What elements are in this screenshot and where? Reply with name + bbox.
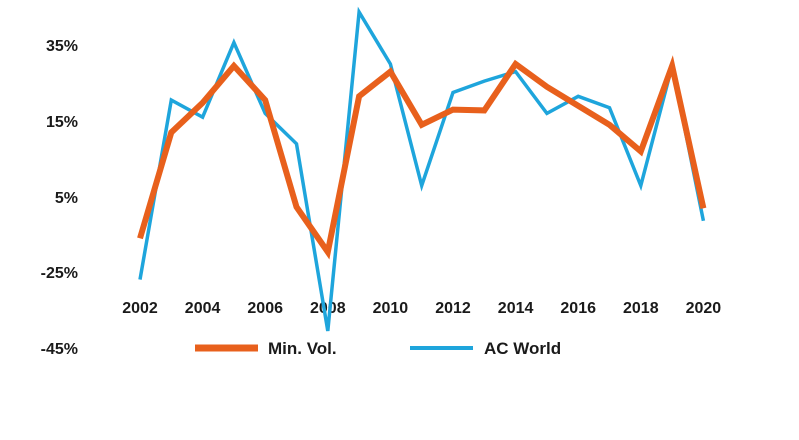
series-lines	[137, 6, 707, 332]
x-tick-label: 2006	[247, 300, 283, 317]
y-tick-label: -25%	[41, 265, 78, 282]
x-axis-tick-labels: 2002 2004 2006 2008 2010 2012 2014 2016 2018 2020	[122, 300, 721, 317]
series-line-min-vol	[137, 55, 707, 260]
x-tick-label: 2014	[498, 300, 534, 317]
series-line-ac-world	[138, 6, 706, 332]
x-tick-label: 2004	[185, 300, 221, 317]
x-tick-label: 2018	[623, 300, 659, 317]
y-tick-label: 35%	[46, 38, 78, 55]
legend-label-ac-world: AC World	[484, 339, 561, 358]
x-tick-label: 2012	[435, 300, 471, 317]
x-tick-label: 2002	[122, 300, 158, 317]
x-tick-label: 2016	[560, 300, 596, 317]
y-tick-label: -45%	[41, 341, 78, 358]
legend: Min. Vol. AC World	[195, 339, 561, 358]
x-tick-label: 2020	[686, 300, 722, 317]
y-tick-label: 5%	[55, 190, 78, 207]
legend-label-min-vol: Min. Vol.	[268, 339, 337, 358]
x-tick-label: 2008	[310, 300, 346, 317]
y-axis-tick-labels: 35% 15% 5% -25% -45%	[41, 38, 78, 358]
x-tick-label: 2010	[373, 300, 409, 317]
y-tick-label: 15%	[46, 114, 78, 131]
